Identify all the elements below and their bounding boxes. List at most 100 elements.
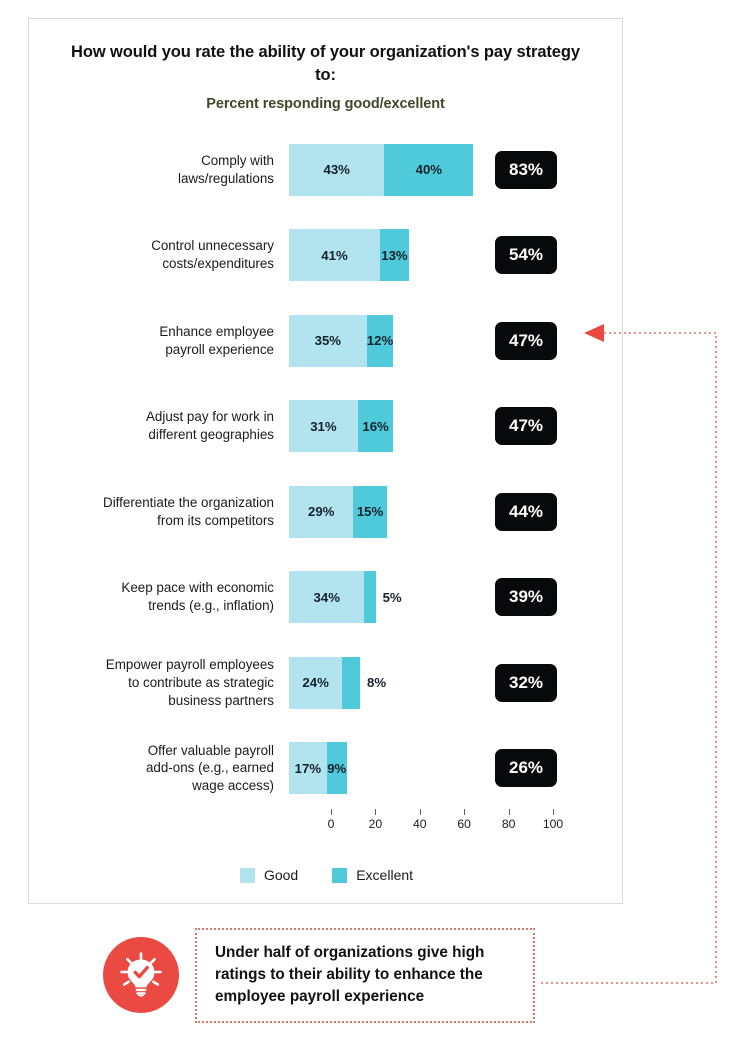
bar-segment-good: 43%: [289, 143, 385, 196]
stacked-bar: 35% 12%: [289, 314, 394, 367]
bar-value-good: 34%: [313, 589, 340, 605]
bar-segment-excellent: 13%: [380, 229, 409, 282]
bar-rows: Comply with laws/regulations 43% 40% 83% Con…: [29, 127, 624, 811]
bar-value-excellent: 8%: [367, 675, 387, 691]
bar-value-excellent: 16%: [362, 418, 389, 434]
bar-area: 29% 15% 44%: [289, 469, 557, 555]
callout: Under half of organizations give high ra…: [103, 928, 535, 1023]
bar-value-excellent: 13%: [381, 247, 408, 263]
bar-segment-good: 31%: [289, 400, 358, 453]
callout-box: Under half of organizations give high ra…: [195, 928, 535, 1023]
bar-row: Comply with laws/regulations 43% 40% 83%: [29, 127, 624, 213]
bar-row-label: Adjust pay for work in different geograp…: [145, 409, 274, 443]
x-axis-tick: [419, 809, 421, 815]
total-badge: 54%: [495, 236, 557, 275]
bar-segment-excellent: 12%: [366, 314, 394, 367]
legend-swatch: [239, 867, 255, 883]
x-axis-tick: [508, 809, 510, 815]
bar-row-label: Comply with laws/regulations: [177, 152, 274, 186]
bar-segment-excellent: 40%: [384, 143, 474, 196]
chart-title: How would you rate the ability of your o…: [71, 43, 580, 84]
x-axis-tick-label: 100: [542, 817, 564, 831]
bar-segment-good: 17%: [289, 742, 327, 795]
bar-area: 31% 16% 47%: [289, 384, 557, 470]
bar-segment-good: 41%: [289, 229, 381, 282]
bar-value-excellent: 40%: [415, 162, 443, 178]
stacked-bar: 43% 40%: [289, 143, 474, 196]
bar-value-excellent: 9%: [327, 760, 347, 776]
legend-swatch: [332, 867, 348, 883]
bar-segment-good: 34%: [289, 571, 365, 624]
x-axis-tick-label: 0: [327, 817, 335, 831]
chart-subtitle: Percent responding good/excellent: [206, 95, 445, 112]
bar-row: Empower payroll employees to contribute …: [29, 640, 624, 726]
x-axis-tick: [553, 809, 554, 815]
bar-row-label: Empower payroll employees to contribute …: [105, 657, 274, 708]
bar-segment-excellent: 9%: [326, 742, 347, 795]
total-badge: 44%: [495, 492, 557, 531]
bar-area: 41% 13% 54%: [289, 213, 557, 299]
bar-segment-good: 29%: [289, 485, 354, 538]
bar-segment-excellent: 5%: [364, 571, 402, 624]
legend-item[interactable]: Excellent: [332, 867, 413, 883]
x-axis-tick-label: 60: [457, 817, 471, 831]
bar-row: Enhance employee payroll experience 35% 12…: [29, 298, 624, 384]
callout-text: Under half of organizations give high ra…: [215, 944, 485, 1006]
bar-area: 17% 9% 26%: [289, 726, 557, 812]
legend-item[interactable]: Good: [239, 867, 299, 883]
bar-segment-excellent: 15%: [353, 485, 387, 538]
stacked-bar: 29% 15%: [289, 485, 387, 538]
bar-area: 43% 40% 83%: [289, 127, 557, 213]
bar-value-good: 43%: [323, 162, 350, 178]
x-axis-tick-label: 40: [413, 817, 427, 831]
legend-label: Good: [263, 867, 299, 883]
bar-value-excellent: 5%: [382, 589, 402, 605]
chart-legend: Good Excellent: [29, 867, 624, 883]
total-badge: 83%: [495, 150, 557, 189]
chart-panel: How would you rate the ability of your o…: [28, 18, 623, 904]
bar-value-good: 31%: [310, 418, 337, 434]
bar-value-good: 24%: [302, 675, 329, 691]
bar-row: Keep pace with economic trends (e.g., in…: [29, 555, 624, 641]
bar-area: 24% 8% 32%: [289, 640, 557, 726]
bar-segment-excellent: 8%: [342, 656, 386, 709]
bar-value-excellent: 12%: [366, 333, 394, 349]
bar-row: Adjust pay for work in different geograp…: [29, 384, 624, 470]
total-badge: 39%: [495, 578, 557, 617]
bar-segment-good: 35%: [289, 314, 367, 367]
bar-value-excellent: 15%: [356, 504, 384, 520]
total-badge: 47%: [495, 321, 557, 360]
x-axis-tick: [464, 809, 466, 815]
bar-segment-good: 24%: [289, 656, 343, 709]
bar-row: Differentiate the organization from its …: [29, 469, 624, 555]
total-badge: 47%: [495, 407, 557, 446]
bar-row-label: Offer valuable payroll add-ons (e.g., ea…: [145, 742, 274, 794]
stacked-bar: 41% 13%: [289, 229, 409, 282]
bar-row: Control unnecessary costs/expenditures 41…: [29, 213, 624, 299]
bar-value-good: 17%: [294, 760, 322, 776]
stacked-bar: 17% 9%: [289, 742, 347, 795]
stacked-bar: 31% 16%: [289, 400, 394, 453]
total-badge: 32%: [495, 663, 557, 702]
total-badge: 26%: [495, 749, 557, 788]
bar-row-label: Enhance employee payroll experience: [159, 323, 274, 357]
bar-row: Offer valuable payroll add-ons (e.g., ea…: [29, 726, 624, 812]
legend-label: Excellent: [356, 867, 414, 883]
x-axis: 0 20 40 60 80 100: [289, 809, 563, 841]
x-axis-tick-label: 80: [501, 817, 516, 831]
bar-area: 35% 12% 47%: [289, 298, 557, 384]
bar-row-label: Keep pace with economic trends (e.g., in…: [121, 580, 274, 614]
bar-value-good: 29%: [307, 504, 335, 520]
bar-area: 34% 5% 39%: [289, 555, 557, 641]
bar-row-label: Control unnecessary costs/expenditures: [151, 238, 274, 272]
x-axis-tick-label: 20: [368, 817, 383, 831]
stacked-bar: 34% 5%: [289, 571, 402, 624]
bar-value-good: 35%: [314, 333, 342, 349]
x-axis-tick: [375, 809, 377, 815]
x-axis-tick: [331, 809, 332, 815]
lightbulb-check-icon: [103, 937, 179, 1014]
stacked-bar: 24% 8%: [289, 656, 386, 709]
bar-row-label: Differentiate the organization from its …: [103, 494, 274, 528]
bar-value-good: 41%: [321, 247, 348, 263]
